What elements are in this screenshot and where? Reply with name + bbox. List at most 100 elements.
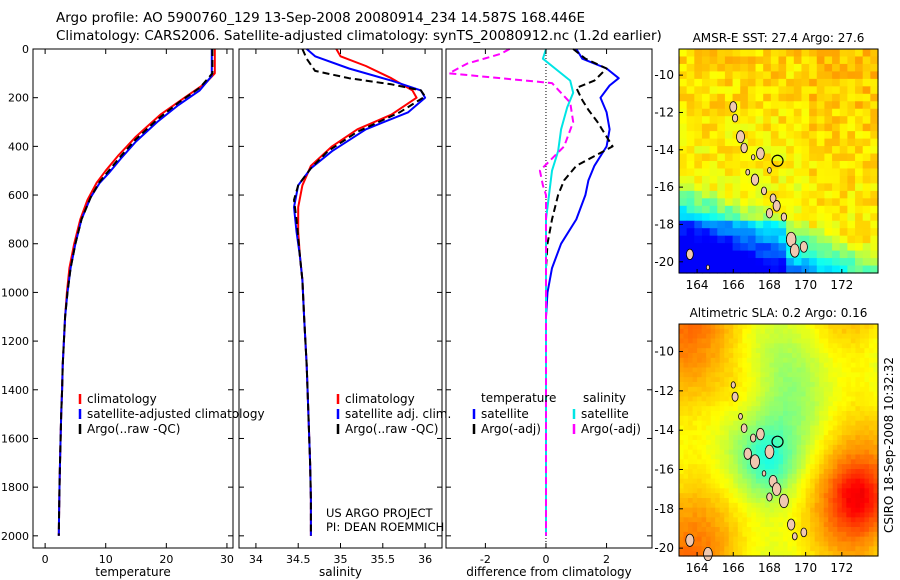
map-cell <box>870 93 879 102</box>
map-cell <box>783 488 789 494</box>
map-cell <box>724 357 730 364</box>
map-cell <box>862 265 871 274</box>
map-cell <box>728 430 734 436</box>
map-cell <box>841 328 847 335</box>
map-cell <box>697 498 703 504</box>
map-cell <box>870 131 879 140</box>
map-cell <box>793 63 803 72</box>
map-cell <box>828 473 834 480</box>
map-cell <box>778 258 787 267</box>
map-cell <box>787 386 793 393</box>
map-cell <box>809 101 818 110</box>
map-cell <box>715 459 721 465</box>
map-cell <box>715 488 721 494</box>
map-cell <box>855 435 861 441</box>
map-cell <box>810 338 816 344</box>
map-cell <box>701 502 707 509</box>
map-cell <box>742 435 748 441</box>
map-cell <box>805 420 811 427</box>
map-cell <box>697 386 703 393</box>
map-cell <box>847 146 856 155</box>
map-cell <box>823 464 829 470</box>
map-cell <box>719 396 725 402</box>
map-cell <box>847 108 856 117</box>
map-cell <box>715 415 721 422</box>
map-cell <box>710 473 716 480</box>
map-cell <box>870 220 879 229</box>
map-cell <box>832 512 838 518</box>
map-cell <box>692 449 698 456</box>
map-cell <box>755 411 762 417</box>
map-cell <box>809 153 818 162</box>
map-cell <box>824 228 833 237</box>
map-cell <box>809 213 818 222</box>
map-cell <box>717 78 726 87</box>
map-cell <box>737 444 743 451</box>
map-cell <box>773 546 780 552</box>
map-cell <box>732 205 741 214</box>
map-cell <box>697 415 703 422</box>
map-cell <box>692 386 698 393</box>
map-cell <box>810 522 816 528</box>
map-cell <box>679 183 688 192</box>
map-cell <box>679 386 685 393</box>
map-cell <box>855 473 861 480</box>
map-cell <box>769 498 775 504</box>
map-cell <box>717 63 726 72</box>
map-cell <box>724 338 730 344</box>
map-cell <box>864 357 870 364</box>
map-cell <box>733 473 739 480</box>
map-cell <box>683 517 689 523</box>
map-cell <box>862 235 871 244</box>
map-cell <box>692 536 698 543</box>
map-cell <box>706 469 712 475</box>
map-cell <box>764 483 771 489</box>
map-cell <box>719 498 725 504</box>
x-tick-label: 168 <box>758 561 781 575</box>
map-cell <box>855 401 861 407</box>
map-cell <box>683 440 689 446</box>
map-cell <box>805 425 811 431</box>
map-cell <box>769 488 775 494</box>
map-cell <box>778 411 784 417</box>
map-cell <box>855 333 861 340</box>
map-cell <box>694 168 703 177</box>
map-cell <box>870 168 879 177</box>
map-cell <box>850 522 856 528</box>
map-cell <box>850 473 856 480</box>
map-cell <box>859 377 866 383</box>
map-cell <box>694 243 703 252</box>
map-cell <box>742 386 748 393</box>
map-cell <box>683 522 689 528</box>
map-cell <box>710 512 716 518</box>
map-cell <box>692 488 698 494</box>
map-cell <box>694 116 703 125</box>
map-cell <box>706 464 712 470</box>
map-cell <box>697 425 703 431</box>
map-cell <box>706 536 712 543</box>
map-cell <box>823 415 829 422</box>
map-cell <box>778 440 784 446</box>
map-cell <box>801 469 807 475</box>
map-cell <box>828 502 834 509</box>
map-cell <box>870 138 879 147</box>
map-cell <box>846 396 852 402</box>
map-cell <box>796 512 802 518</box>
map-cell <box>823 391 829 398</box>
map-cell <box>709 190 718 199</box>
map-cell <box>773 435 780 441</box>
map-cell <box>787 411 793 417</box>
map-cell <box>724 175 734 184</box>
map-cell <box>828 343 834 349</box>
map-cell <box>733 464 739 470</box>
map-cell <box>697 502 703 509</box>
map-cell <box>819 435 825 441</box>
map-cell <box>824 250 833 259</box>
map-cell <box>846 367 852 373</box>
map-cell <box>679 198 688 207</box>
map-cell <box>837 531 843 538</box>
map-cell <box>719 483 725 489</box>
island-shape <box>736 130 745 144</box>
map-cell <box>847 235 856 244</box>
map-cell <box>778 220 787 229</box>
